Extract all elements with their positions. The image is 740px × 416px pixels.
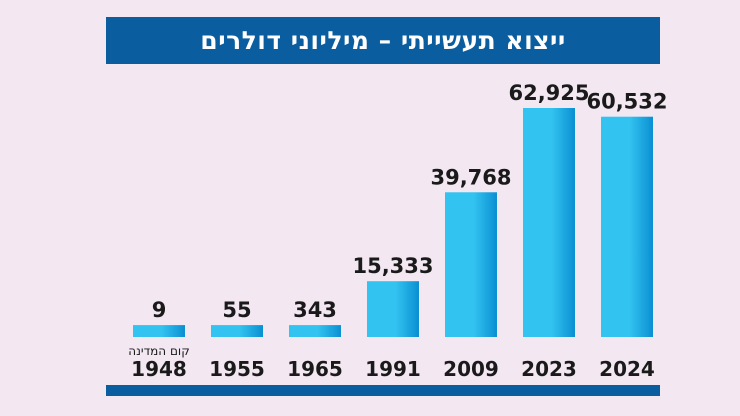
value-label-1991: 15,333 — [352, 254, 433, 278]
bar-1965 — [289, 325, 341, 337]
category-label-1948: 1948 — [131, 357, 187, 381]
category-label-1991: 1991 — [365, 357, 421, 381]
bar-1991 — [367, 281, 419, 337]
category-label-2024: 2024 — [599, 357, 655, 381]
bar-2024 — [601, 116, 653, 337]
baseline-bar — [106, 385, 660, 396]
category-label-1965: 1965 — [287, 357, 343, 381]
value-label-2023: 62,925 — [508, 81, 589, 105]
value-label-1955: 55 — [222, 298, 251, 322]
chart-title: ייצוא תעשייתי – מיליוני דולרים — [106, 17, 660, 64]
value-label-2009: 39,768 — [430, 165, 511, 189]
value-label-2024: 60,532 — [586, 90, 667, 114]
bar-1955 — [211, 325, 263, 337]
value-label-1965: 343 — [293, 298, 337, 322]
category-label-2009: 2009 — [443, 357, 499, 381]
value-label-1948: 9 — [152, 298, 167, 322]
bar-1948 — [133, 325, 185, 337]
category-label-2023: 2023 — [521, 357, 577, 381]
category-label-1955: 1955 — [209, 357, 265, 381]
bar-2023 — [523, 108, 575, 337]
annotation-1948: קום המדינה — [128, 344, 189, 358]
bar-2009 — [445, 192, 497, 337]
